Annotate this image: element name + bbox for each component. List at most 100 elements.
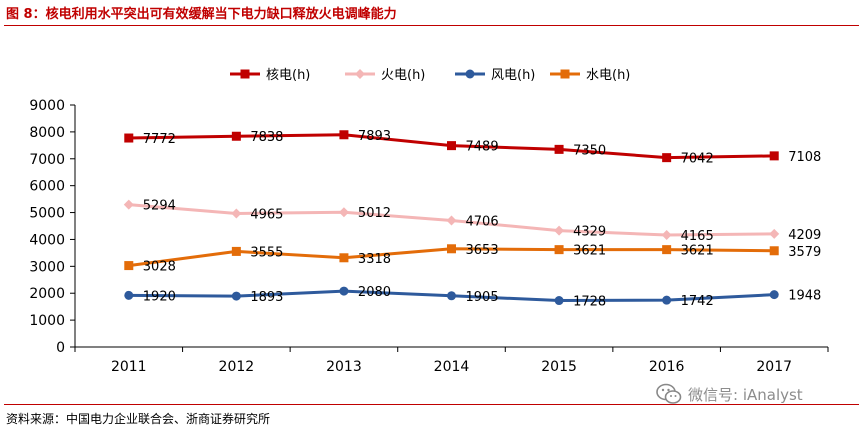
legend-label: 核电(h) [266, 68, 310, 83]
data-label: 7838 [250, 130, 283, 145]
data-label: 1920 [143, 289, 176, 304]
source-note: 资料来源：中国电力企业联合会、浙商证券研究所 [6, 412, 271, 426]
data-point [554, 245, 564, 255]
data-point [554, 144, 564, 154]
x-tick-label: 2014 [434, 359, 470, 375]
data-point [339, 286, 349, 296]
y-tick-label: 8000 [29, 125, 65, 141]
data-point [446, 215, 457, 226]
legend-marker [355, 69, 365, 79]
data-point [447, 244, 456, 254]
data-label: 7489 [466, 140, 499, 155]
data-point [769, 246, 779, 256]
data-point [661, 230, 672, 241]
data-label: 5012 [358, 206, 391, 221]
x-tick-label: 2017 [756, 359, 792, 375]
legend-item: 水电(h) [550, 68, 630, 83]
data-point [123, 199, 134, 210]
series-2: 1920 1893 2080 1905 1728 1742 1948 [124, 285, 821, 310]
x-axis: 2011 2012 2013 2014 2015 2016 2017 [74, 346, 829, 375]
data-point [124, 261, 134, 271]
y-tick-label: 9000 [29, 98, 65, 114]
data-label: 7772 [143, 132, 176, 147]
data-label: 3318 [358, 252, 391, 267]
data-point [124, 290, 134, 300]
data-point [124, 133, 134, 143]
data-label: 3621 [573, 244, 606, 259]
y-tick-label: 6000 [29, 179, 65, 195]
data-label: 3579 [788, 245, 821, 260]
source-rule [4, 404, 859, 405]
y-tick-label: 5000 [29, 206, 65, 222]
data-label: 1742 [681, 294, 714, 309]
data-label: 4706 [466, 214, 499, 229]
data-point [447, 141, 456, 151]
data-label: 7893 [358, 129, 391, 144]
title-rule [4, 25, 859, 26]
legend-marker [240, 69, 250, 79]
data-point [662, 153, 672, 163]
data-point [338, 207, 349, 218]
y-tick-label: 7000 [29, 152, 65, 168]
legend-item: 火电(h) [345, 68, 425, 83]
data-label: 3653 [466, 243, 499, 258]
data-point [769, 228, 780, 239]
legend-item: 风电(h) [455, 68, 535, 83]
line-chart: 核电(h) 火电(h) 风电(h) 水电(h) 0 1000 2000 3000 4000 50… [29, 68, 829, 375]
data-label: 4965 [250, 207, 283, 222]
data-point [231, 131, 241, 141]
data-label: 4209 [788, 228, 821, 243]
legend-marker [560, 69, 570, 79]
y-tick-label: 2000 [29, 286, 65, 302]
data-point [769, 151, 779, 161]
legend-label: 火电(h) [381, 68, 425, 83]
x-tick-label: 2011 [111, 359, 147, 375]
y-tick-label: 0 [56, 340, 65, 356]
x-tick-label: 2015 [541, 359, 577, 375]
data-label: 1893 [250, 290, 283, 305]
data-point [447, 291, 456, 301]
data-label: 7350 [573, 143, 606, 158]
legend-item: 核电(h) [230, 68, 310, 83]
plot-area: 7772 7838 7893 7489 7350 7042 7108 5294 4965 5012… [123, 129, 821, 310]
legend-label: 水电(h) [586, 68, 630, 83]
data-label: 3555 [250, 245, 283, 260]
data-point [339, 130, 349, 140]
data-label: 1905 [466, 290, 499, 305]
data-point [769, 290, 779, 300]
data-point [231, 246, 241, 256]
x-tick-label: 2013 [326, 359, 362, 375]
data-point [339, 253, 349, 263]
x-tick-label: 2016 [649, 359, 685, 375]
data-point [554, 296, 564, 306]
y-tick-label: 1000 [29, 313, 65, 329]
data-point [662, 295, 672, 305]
legend-marker [465, 69, 475, 79]
data-label: 4165 [681, 229, 714, 244]
watermark-text: 微信号: iAnalyst [688, 385, 803, 404]
data-point [554, 225, 565, 236]
series-0: 7772 7838 7893 7489 7350 7042 7108 [124, 129, 821, 167]
figure-title: 图 8：核电利用水平突出可有效缓解当下电力缺口释放火电调峰能力 [6, 7, 397, 22]
chart-legend: 核电(h) 火电(h) 风电(h) 水电(h) [230, 68, 630, 83]
y-tick-label: 4000 [29, 232, 65, 248]
data-label: 1728 [573, 295, 606, 310]
data-point [231, 291, 241, 301]
data-label: 7108 [788, 150, 821, 165]
data-label: 3621 [681, 244, 714, 259]
data-point [231, 208, 242, 219]
data-label: 1948 [788, 289, 821, 304]
series-1: 5294 4965 5012 4706 4329 4165 4209 [123, 199, 821, 244]
legend-label: 风电(h) [491, 68, 535, 83]
y-axis: 0 1000 2000 3000 4000 5000 6000 7000 8000 9000 [29, 98, 76, 356]
data-label: 4329 [573, 225, 606, 240]
series-3: 3028 3555 3318 3653 3621 3621 3579 [124, 243, 821, 275]
y-tick-label: 3000 [29, 259, 65, 275]
data-label: 3028 [143, 260, 176, 275]
wechat-icon [656, 383, 682, 404]
x-tick-label: 2012 [219, 359, 255, 375]
data-label: 5294 [143, 199, 176, 214]
data-label: 7042 [681, 152, 714, 167]
data-label: 2080 [358, 285, 391, 300]
data-point [662, 245, 672, 255]
